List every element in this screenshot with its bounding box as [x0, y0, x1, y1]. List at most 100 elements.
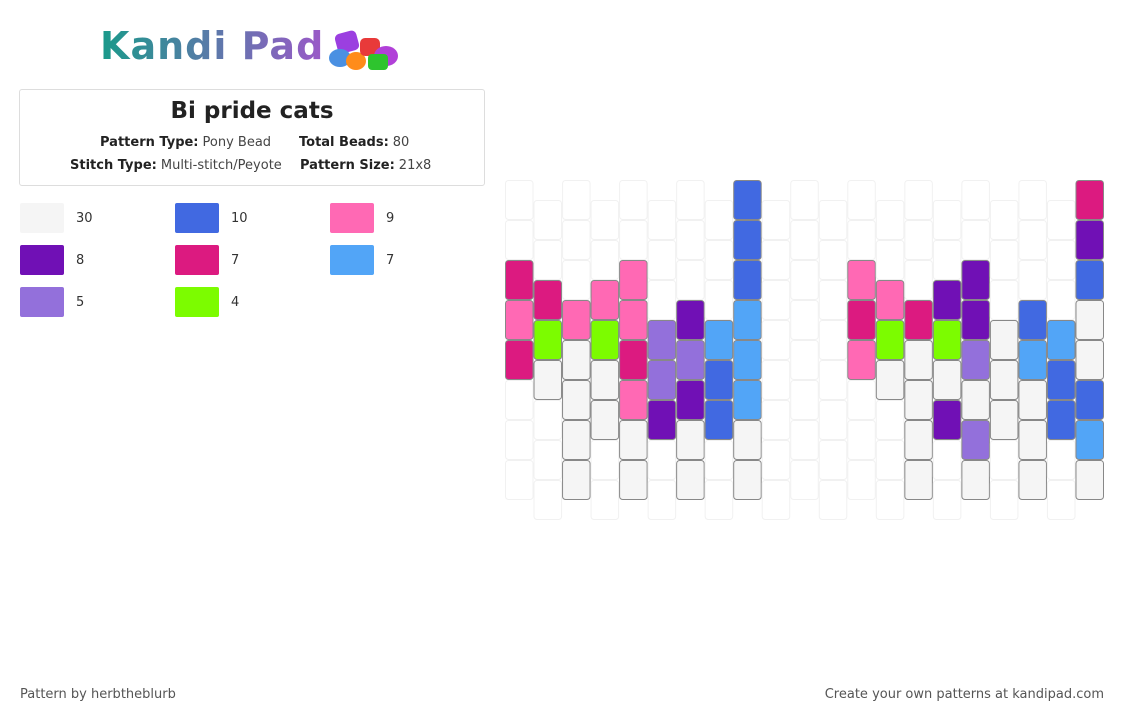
bead [932, 280, 962, 320]
bead [562, 380, 591, 420]
empty-cell [647, 200, 677, 240]
legend-count: 7 [386, 253, 395, 268]
empty-cell [619, 220, 648, 260]
empty-cell [1046, 200, 1076, 240]
empty-cell [505, 460, 534, 500]
bead [533, 360, 563, 400]
empty-cell [533, 240, 563, 280]
bead [1075, 260, 1105, 300]
empty-cell [818, 400, 848, 440]
info-label: Pattern Size: [300, 158, 395, 173]
empty-cell [533, 480, 563, 520]
bead [733, 380, 762, 420]
bead [847, 300, 876, 340]
bead [676, 460, 705, 500]
bead [1018, 340, 1047, 380]
empty-cell [1046, 440, 1076, 480]
legend-swatch [20, 203, 64, 233]
empty-cell [790, 340, 819, 380]
footer-promo: Create your own patterns at kandipad.com [824, 687, 1104, 702]
legend-swatch [330, 203, 374, 233]
info-row: Stitch Type: Multi-stitch/Peyote [70, 158, 282, 173]
empty-cell [761, 280, 791, 320]
legend-count: 9 [386, 211, 395, 226]
empty-cell [761, 480, 791, 520]
empty-cell [647, 280, 677, 320]
bead [676, 300, 705, 340]
legend-count: 7 [231, 253, 240, 268]
bead [1075, 420, 1105, 460]
legend-count: 5 [76, 295, 85, 310]
empty-cell [790, 420, 819, 460]
empty-cell [761, 320, 791, 360]
bead [505, 260, 534, 300]
bead [533, 320, 563, 360]
empty-cell [818, 440, 848, 480]
bead [590, 280, 620, 320]
legend-swatch [175, 245, 219, 275]
empty-cell [647, 480, 677, 520]
bead [875, 320, 905, 360]
empty-cell [590, 440, 620, 480]
empty-cell [704, 200, 734, 240]
info-row: Total Beads: 80 [299, 135, 409, 150]
pattern-title: Bi pride cats [170, 98, 334, 124]
empty-cell [1018, 220, 1047, 260]
empty-cell [761, 240, 791, 280]
bead [1018, 460, 1047, 500]
empty-cell [989, 200, 1019, 240]
bead [847, 260, 876, 300]
bead [1075, 340, 1105, 380]
bead [562, 340, 591, 380]
empty-cell [562, 180, 591, 220]
empty-cell [790, 460, 819, 500]
empty-cell [989, 240, 1019, 280]
bead [932, 400, 962, 440]
empty-cell [761, 200, 791, 240]
empty-cell [961, 180, 990, 220]
bead [676, 420, 705, 460]
empty-cell [704, 480, 734, 520]
empty-cell [989, 480, 1019, 520]
bead [961, 380, 990, 420]
empty-cell [790, 300, 819, 340]
empty-cell [847, 420, 876, 460]
empty-cell [761, 440, 791, 480]
bead [961, 260, 990, 300]
info-value: Pony Bead [202, 135, 272, 150]
legend-swatch [20, 287, 64, 317]
info-value: Multi-stitch/Peyote [160, 158, 282, 173]
bead [733, 220, 762, 260]
empty-cell [818, 280, 848, 320]
bead [733, 260, 762, 300]
empty-cell [647, 240, 677, 280]
bead [1018, 380, 1047, 420]
bead [562, 300, 591, 340]
legend-count: 10 [231, 211, 248, 226]
empty-cell [505, 380, 534, 420]
empty-cell [676, 220, 705, 260]
empty-cell [989, 280, 1019, 320]
pattern-card: Bi pride cats Pattern Type: Pony Bead Tot… [19, 89, 485, 186]
empty-cell [533, 200, 563, 240]
bead [733, 180, 762, 220]
bead [1018, 300, 1047, 340]
info-label: Pattern Type: [100, 135, 199, 150]
empty-cell [904, 260, 933, 300]
bead [1075, 460, 1105, 500]
info-value: 80 [392, 135, 410, 150]
bead [590, 400, 620, 440]
info-label: Total Beads: [299, 135, 389, 150]
empty-cell [761, 360, 791, 400]
empty-cell [790, 260, 819, 300]
empty-cell [847, 220, 876, 260]
bead [989, 360, 1019, 400]
empty-cell [505, 180, 534, 220]
empty-cell [1046, 240, 1076, 280]
bead [590, 360, 620, 400]
empty-cell [533, 400, 563, 440]
bead [1046, 320, 1076, 360]
bead [733, 420, 762, 460]
bead [932, 320, 962, 360]
empty-cell [1018, 180, 1047, 220]
